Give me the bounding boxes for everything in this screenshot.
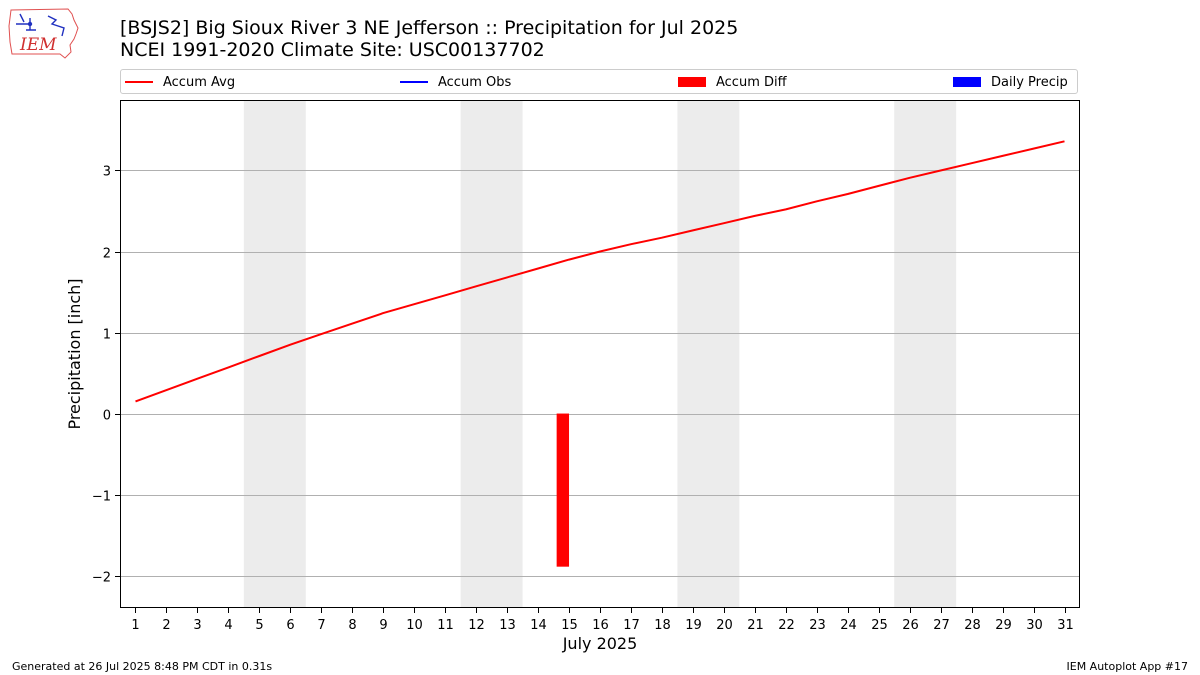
x-tick-label: 23 bbox=[809, 618, 826, 633]
x-tick-label: 3 bbox=[193, 618, 201, 633]
chart-title: [BSJS2] Big Sioux River 3 NE Jefferson :… bbox=[120, 17, 739, 39]
logo-text: IEM bbox=[19, 35, 57, 55]
plot-frame bbox=[120, 100, 1080, 608]
x-tick-label: 1 bbox=[131, 618, 139, 633]
accum-avg-line bbox=[135, 140, 1065, 403]
y-tick-label: 2 bbox=[103, 247, 111, 262]
legend-label-accum-obs: Accum Obs bbox=[438, 74, 512, 90]
x-tick-label: 19 bbox=[685, 618, 702, 633]
x-tick-label: 15 bbox=[561, 618, 578, 633]
legend-item-daily-precip: Daily Precip bbox=[953, 74, 1068, 90]
legend-swatch-daily-precip bbox=[953, 77, 981, 87]
legend-label-accum-diff: Accum Diff bbox=[716, 74, 787, 90]
x-tick-label: 13 bbox=[499, 618, 516, 633]
weekend-bands bbox=[243, 100, 957, 608]
chart-subtitle: NCEI 1991-2020 Climate Site: USC00137702 bbox=[120, 39, 545, 61]
y-tick-label: 1 bbox=[103, 328, 111, 343]
x-axis-label: July 2025 bbox=[562, 634, 638, 653]
legend-item-accum-avg: Accum Avg bbox=[125, 74, 235, 90]
y-tick-label: 0 bbox=[103, 409, 111, 424]
x-tick-label: 12 bbox=[468, 618, 485, 633]
x-tick-label: 9 bbox=[379, 618, 387, 633]
iem-logo: IEM bbox=[8, 8, 79, 59]
x-tick-label: 7 bbox=[317, 618, 325, 633]
x-tick-label: 21 bbox=[747, 618, 764, 633]
station-dot-icon bbox=[27, 21, 33, 27]
x-tick-label: 27 bbox=[933, 618, 950, 633]
x-tick-label: 24 bbox=[840, 618, 857, 633]
x-tick-label: 14 bbox=[530, 618, 547, 633]
weekend-band bbox=[677, 100, 740, 608]
legend-label-accum-avg: Accum Avg bbox=[163, 74, 236, 90]
x-tick-label: 29 bbox=[995, 618, 1012, 633]
x-tick-label: 4 bbox=[224, 618, 232, 633]
x-axis: 1 2 3 4 5 6 7 8 9 10 11 12 13 14 15 16 17 18 19 20 21 22 23 24 2… bbox=[131, 608, 1074, 633]
y-tick-label: −2 bbox=[92, 571, 111, 586]
legend: Accum Avg Accum Obs Accum Diff Daily Pre… bbox=[120, 69, 1078, 94]
legend-item-accum-diff: Accum Diff bbox=[678, 74, 787, 90]
weekend-band bbox=[460, 100, 523, 608]
accum-diff-bars bbox=[556, 413, 570, 567]
weekend-band bbox=[894, 100, 957, 608]
x-tick-label: 22 bbox=[778, 618, 795, 633]
x-tick-label: 30 bbox=[1026, 618, 1043, 633]
x-tick-label: 25 bbox=[871, 618, 888, 633]
legend-item-accum-obs: Accum Obs bbox=[400, 74, 511, 90]
y-axis-label: Precipitation [inch] bbox=[65, 278, 84, 429]
generated-timestamp: Generated at 26 Jul 2025 8:48 PM CDT in … bbox=[12, 660, 273, 673]
legend-swatch-accum-diff bbox=[678, 77, 706, 87]
x-tick-label: 18 bbox=[654, 618, 671, 633]
accum-avg-series bbox=[135, 140, 1065, 403]
x-tick-label: 11 bbox=[437, 618, 454, 633]
legend-swatch-accum-obs bbox=[400, 81, 428, 83]
y-tick-label: −1 bbox=[92, 490, 111, 505]
x-tick-label: 10 bbox=[406, 618, 423, 633]
x-tick-label: 17 bbox=[623, 618, 640, 633]
app-id: IEM Autoplot App #17 bbox=[1066, 660, 1189, 673]
legend-label-daily-precip: Daily Precip bbox=[991, 74, 1068, 90]
x-tick-label: 2 bbox=[162, 618, 170, 633]
x-tick-label: 5 bbox=[255, 618, 263, 633]
x-tick-label: 6 bbox=[286, 618, 294, 633]
y-tick-label: 3 bbox=[103, 165, 111, 180]
x-tick-label: 8 bbox=[348, 618, 356, 633]
x-tick-label: 16 bbox=[592, 618, 609, 633]
accum-diff-bar bbox=[556, 413, 570, 567]
weekend-band bbox=[243, 100, 306, 608]
x-tick-label: 31 bbox=[1057, 618, 1074, 633]
x-tick-label: 28 bbox=[964, 618, 981, 633]
x-tick-label: 20 bbox=[716, 618, 733, 633]
y-axis: −2 −1 0 1 2 3 bbox=[92, 165, 120, 586]
legend-swatch-accum-avg bbox=[125, 81, 153, 83]
iowa-outline-icon bbox=[8, 8, 79, 59]
x-tick-label: 26 bbox=[902, 618, 919, 633]
